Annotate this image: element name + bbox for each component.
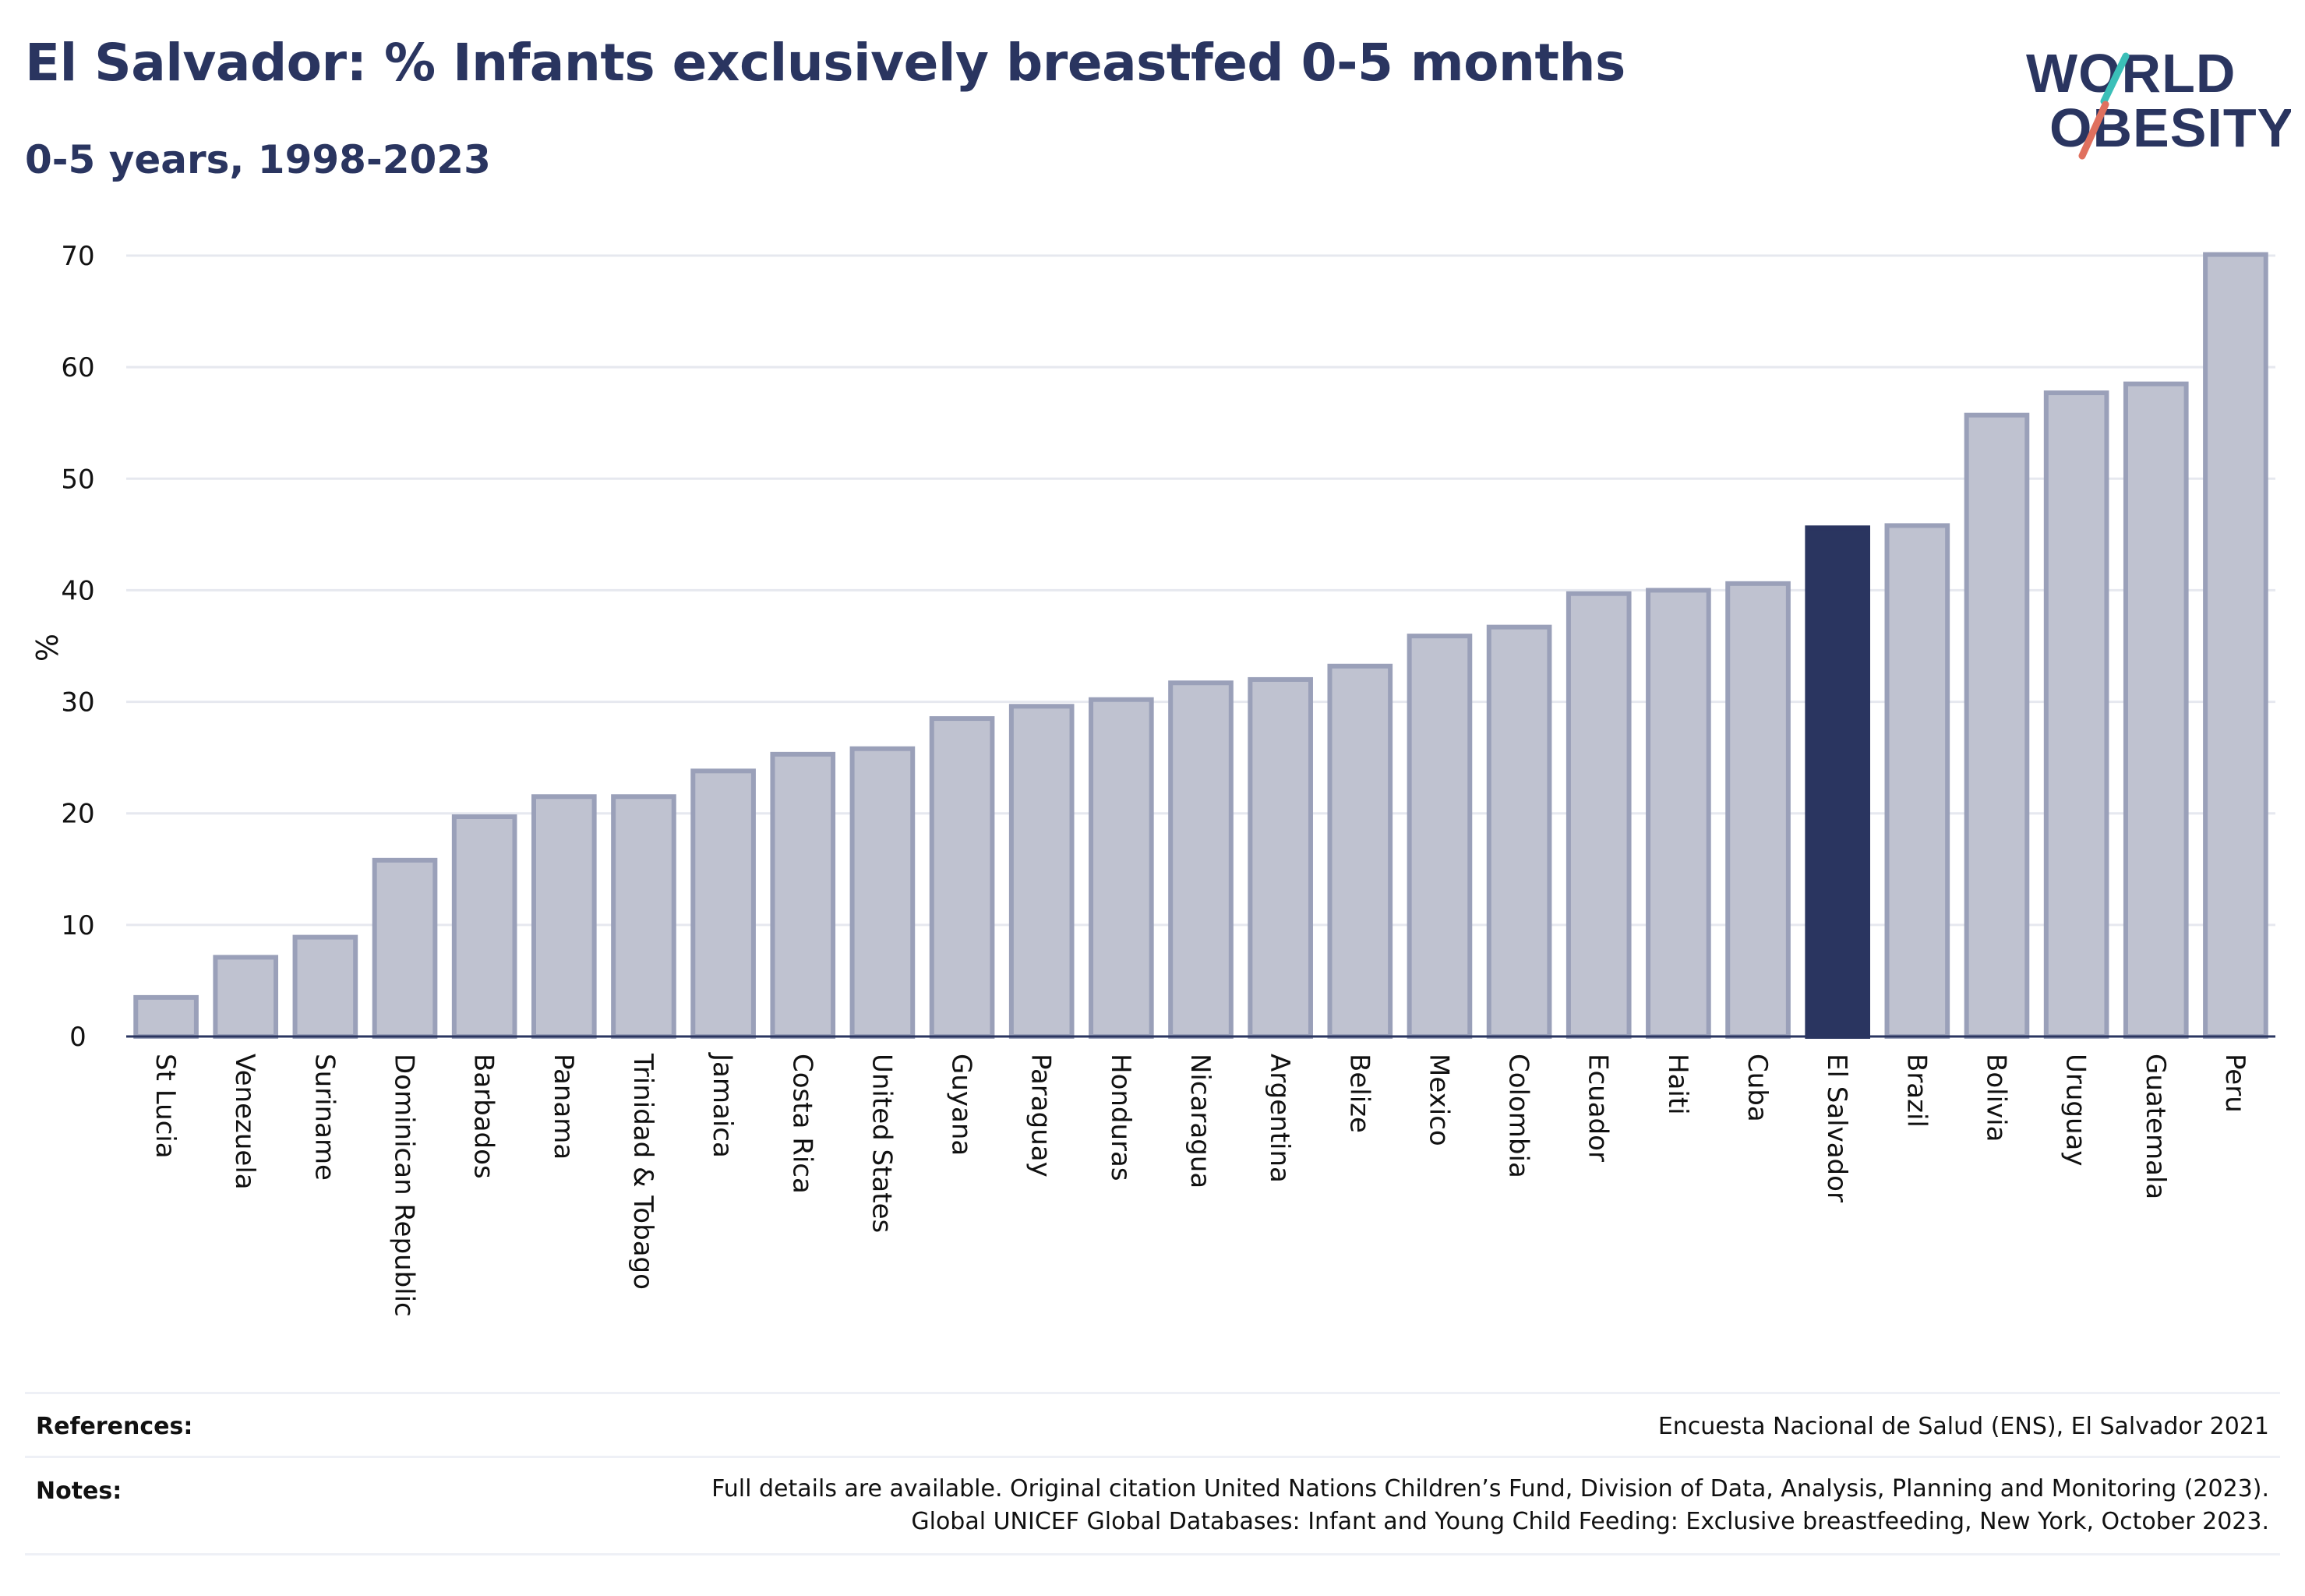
bar-bolivia <box>1964 412 2030 1039</box>
bar-chart: 0 10 20 30 40 50 60 70 St Lucia Venezuela Surinam… <box>29 241 2275 1317</box>
y-tick-label: 30 <box>61 687 94 719</box>
x-tick-label: El Salvador <box>1821 1054 1852 1202</box>
x-tick-label: Jamaica <box>707 1052 738 1158</box>
logo-text-obesity: OBESITY <box>2049 97 2291 158</box>
bar-jamaica <box>690 768 756 1039</box>
x-tick-label: Guatemala <box>2140 1054 2171 1199</box>
x-tick-label: Suriname <box>309 1054 340 1181</box>
x-tick-label: Uruguay <box>2060 1054 2091 1167</box>
x-tick-label: Guyana <box>946 1054 977 1156</box>
logo-text-world: WORLD <box>2026 43 2236 104</box>
x-tick-label: Haiti <box>1662 1054 1693 1115</box>
x-tick-label: Argentina <box>1264 1054 1295 1183</box>
bar-haiti <box>1646 588 1711 1039</box>
bar-nicaragua <box>1168 680 1234 1039</box>
bar-argentina <box>1248 676 1313 1039</box>
y-tick-label: 60 <box>61 352 94 383</box>
y-tick-label: 20 <box>61 799 94 830</box>
bar-united-states <box>849 746 916 1039</box>
footer-divider-middle <box>25 1456 2280 1458</box>
y-tick-label: 40 <box>61 575 94 606</box>
x-tick-label: Cuba <box>1742 1054 1773 1122</box>
logo-slash-teal <box>2100 52 2130 105</box>
bar-suriname <box>292 934 358 1040</box>
bar-dominican-republic <box>372 857 438 1039</box>
bar-venezuela <box>213 955 279 1039</box>
y-tick-label: 10 <box>61 910 94 941</box>
notes-label: Notes: <box>36 1478 122 1505</box>
bar-colombia <box>1486 624 1552 1039</box>
bars <box>133 252 2268 1040</box>
bar-costa-rica <box>770 751 836 1039</box>
x-tick-label: Mexico <box>1423 1054 1454 1146</box>
x-tick-label: Ecuador <box>1583 1054 1614 1162</box>
x-tick-label: Brazil <box>1901 1054 1932 1128</box>
category-labels: St Lucia Venezuela Suriname Dominican Repub… <box>150 1052 2250 1317</box>
x-tick-label: Barbados <box>468 1054 499 1179</box>
x-tick-label: Colombia <box>1503 1054 1534 1178</box>
notes-line-2: Global UNICEF Global Databases: Infant a… <box>911 1508 2269 1535</box>
x-tick-label: Paraguay <box>1025 1054 1057 1178</box>
bar-paraguay <box>1008 704 1075 1039</box>
x-tick-label: St Lucia <box>150 1054 181 1159</box>
x-tick-label: Costa Rica <box>786 1054 817 1194</box>
footer-divider-bottom <box>25 1553 2280 1555</box>
x-tick-label: United States <box>866 1054 897 1233</box>
x-tick-label: Panama <box>548 1054 579 1160</box>
bar-st-lucia <box>133 994 199 1040</box>
y-tick-label: 50 <box>61 464 94 495</box>
footer-divider-top <box>25 1392 2280 1394</box>
bar-mexico <box>1407 634 1473 1039</box>
bar-guatemala <box>2123 381 2189 1040</box>
bar-cuba <box>1725 581 1791 1039</box>
bar-guyana <box>929 716 995 1039</box>
y-tick-label: 70 <box>61 241 94 272</box>
bar-brazil <box>1884 523 1950 1039</box>
x-tick-label: Trinidad & Tobago <box>627 1053 658 1290</box>
chart-title: El Salvador: % Infants exclusively breas… <box>25 33 1626 93</box>
bar-panama <box>531 794 597 1039</box>
references-label: References: <box>36 1413 193 1440</box>
logo-slash-red <box>2078 101 2109 160</box>
world-obesity-logo: WORLD OBESITY <box>2026 43 2291 160</box>
y-axis-label: % <box>29 634 63 662</box>
chart-subtitle: 0-5 years, 1998-2023 <box>25 137 491 182</box>
x-tick-label: Peru <box>2219 1054 2250 1113</box>
bar-belize <box>1327 663 1393 1039</box>
notes-text: Full details are available. Original cit… <box>711 1473 2269 1538</box>
y-axis-ticks: 0 10 20 30 40 50 60 70 <box>61 241 94 1053</box>
x-tick-label: Bolivia <box>1980 1054 2011 1142</box>
bar-honduras <box>1089 697 1154 1039</box>
bar-uruguay <box>2043 390 2109 1039</box>
x-tick-label: Belize <box>1343 1054 1375 1133</box>
bar-barbados <box>451 814 517 1039</box>
bar-ecuador <box>1565 591 1632 1039</box>
x-tick-label: Honduras <box>1105 1054 1136 1181</box>
bar-trinidad-tobago <box>611 794 676 1039</box>
x-tick-label: Nicaragua <box>1184 1054 1216 1188</box>
bar-peru <box>2203 252 2268 1040</box>
x-tick-label: Dominican Republic <box>389 1054 420 1317</box>
y-tick-label: 0 <box>69 1022 86 1053</box>
bar-el-salvador <box>1805 525 1871 1039</box>
x-tick-label: Venezuela <box>229 1054 260 1190</box>
references-text: Encuesta Nacional de Salud (ENS), El Sal… <box>1657 1413 2269 1440</box>
notes-line-1: Full details are available. Original cit… <box>711 1475 2269 1502</box>
